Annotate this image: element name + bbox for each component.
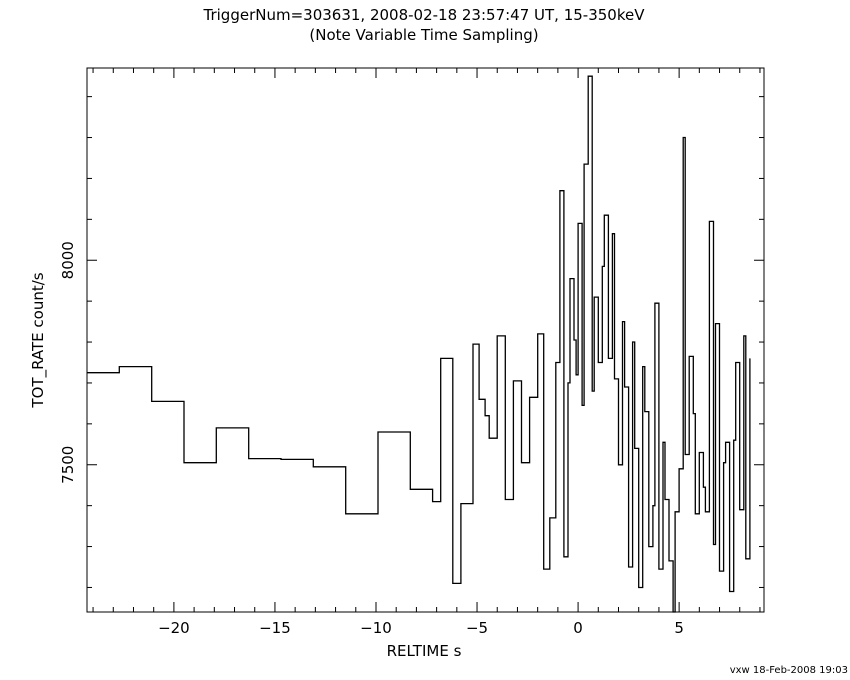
x-axis: −20 −15 −10 −5 0 5 [92,68,761,637]
y-tick-label: 7500 [59,446,77,484]
footer-stamp: vxw 18-Feb-2008 19:03 [730,665,848,676]
y-tick-label: 8000 [59,241,77,279]
x-tick-label: −15 [259,619,291,637]
y-axis-label: TOT_RATE count/s [29,272,48,408]
x-tick-label: −5 [466,619,488,637]
series-group [87,75,751,613]
series-line [87,75,751,613]
x-tick-label: 0 [573,619,583,637]
x-tick-label: −20 [158,619,190,637]
x-tick-label: −10 [360,619,392,637]
chart-subtitle: (Note Variable Time Sampling) [309,26,538,44]
chart-title: TriggerNum=303631, 2008-02-18 23:57:47 U… [203,6,646,24]
x-axis-label: RELTIME s [387,642,462,660]
x-tick-label: 5 [674,619,684,637]
plot-frame [86,67,765,613]
y-axis: 7500 8000 [59,96,764,588]
